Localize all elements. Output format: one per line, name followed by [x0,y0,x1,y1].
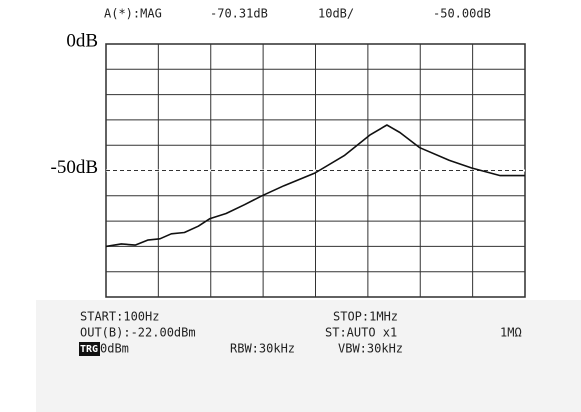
status-text: ST:AUTO x1 [325,326,397,340]
status-text: A(*):MAG [104,7,162,21]
panel [36,300,581,412]
status-text: RBW:30kHz [230,342,295,356]
trace [105,124,525,248]
status-text: VBW:30kHz [338,342,403,356]
status-text: 1MΩ [500,326,522,340]
status-text: OUT(B):-22.00dBm [80,326,196,340]
y-tick-label: -50dB [51,157,99,178]
status-text: -50.00dB [433,7,491,21]
status-text: START:100Hz [80,310,159,324]
status-text: -70.31dB [210,7,268,21]
y-tick-label: 0dB [66,30,98,51]
status-text: 10dB/ [318,7,354,21]
trigger-badge [79,342,100,356]
status-text: TRG [80,344,98,355]
status-text: 0dBm [100,342,129,356]
status-text: STOP:1MHz [333,310,398,324]
